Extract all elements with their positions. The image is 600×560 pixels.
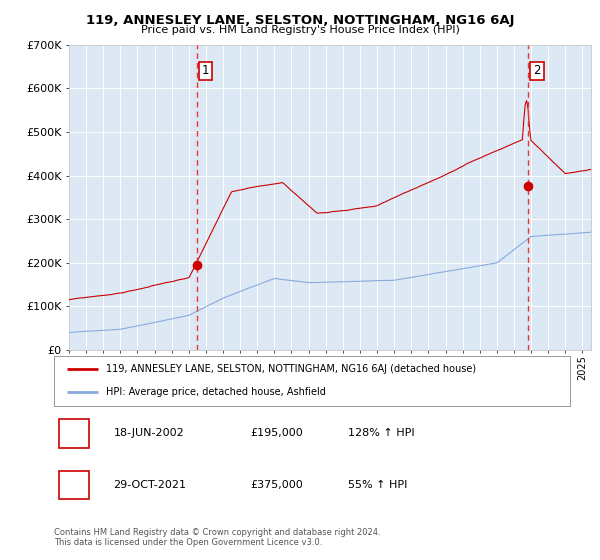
Text: Contains HM Land Registry data © Crown copyright and database right 2024.
This d: Contains HM Land Registry data © Crown c… xyxy=(54,528,380,547)
Text: HPI: Average price, detached house, Ashfield: HPI: Average price, detached house, Ashf… xyxy=(106,388,325,398)
FancyBboxPatch shape xyxy=(59,419,89,448)
Text: 55% ↑ HPI: 55% ↑ HPI xyxy=(348,480,407,490)
FancyBboxPatch shape xyxy=(59,470,89,499)
Text: 18-JUN-2002: 18-JUN-2002 xyxy=(113,428,184,438)
Text: 1: 1 xyxy=(70,427,78,440)
Text: 128% ↑ HPI: 128% ↑ HPI xyxy=(348,428,415,438)
Text: 2: 2 xyxy=(70,478,78,492)
Text: £375,000: £375,000 xyxy=(250,480,303,490)
Text: 119, ANNESLEY LANE, SELSTON, NOTTINGHAM, NG16 6AJ: 119, ANNESLEY LANE, SELSTON, NOTTINGHAM,… xyxy=(86,14,514,27)
Text: £195,000: £195,000 xyxy=(250,428,303,438)
Text: 1: 1 xyxy=(202,64,209,77)
Text: 2: 2 xyxy=(533,64,541,77)
Text: Price paid vs. HM Land Registry's House Price Index (HPI): Price paid vs. HM Land Registry's House … xyxy=(140,25,460,35)
Text: 29-OCT-2021: 29-OCT-2021 xyxy=(113,480,187,490)
Text: 119, ANNESLEY LANE, SELSTON, NOTTINGHAM, NG16 6AJ (detached house): 119, ANNESLEY LANE, SELSTON, NOTTINGHAM,… xyxy=(106,364,476,374)
